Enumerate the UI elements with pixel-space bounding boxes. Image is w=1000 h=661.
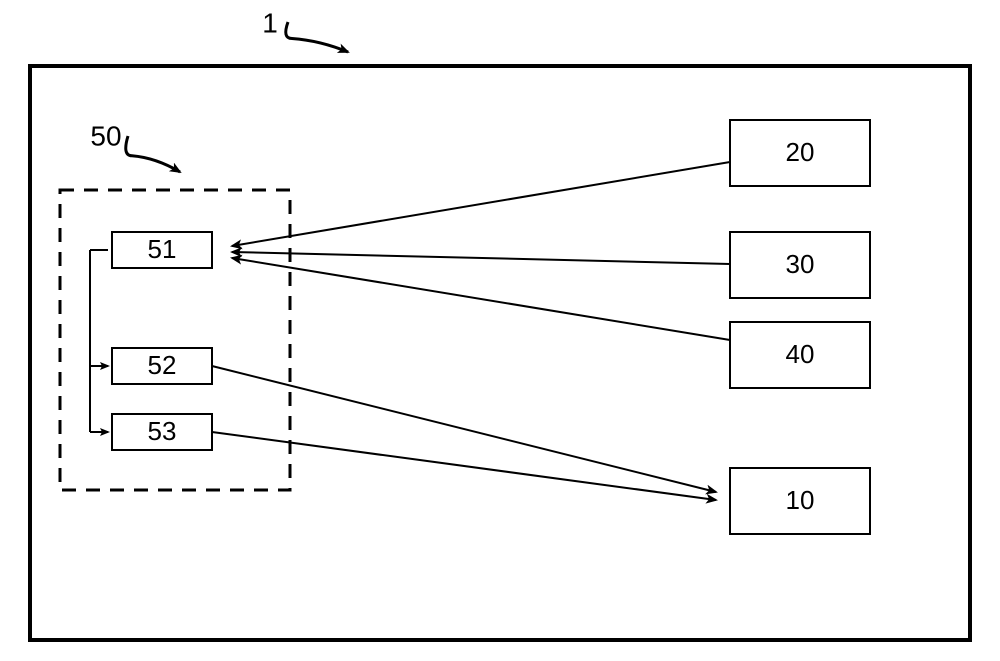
callout-1: 1 (262, 7, 348, 52)
arrow-40-to-51 (232, 258, 730, 340)
node-40: 40 (730, 322, 870, 388)
node-20-label: 20 (786, 137, 815, 167)
callout-50: 50 (90, 120, 180, 172)
callout-50-label: 50 (90, 120, 121, 151)
node-20: 20 (730, 120, 870, 186)
arrow-30-to-51 (232, 252, 730, 264)
node-10-label: 10 (786, 485, 815, 515)
callout-1-label: 1 (262, 7, 278, 38)
node-30-label: 30 (786, 249, 815, 279)
arrow-20-to-51 (232, 162, 730, 246)
node-53-label: 53 (148, 416, 177, 446)
node-30: 30 (730, 232, 870, 298)
node-10: 10 (730, 468, 870, 534)
diagram-canvas: 20 30 40 10 51 52 53 1 50 (0, 0, 1000, 661)
arrow-52-to-10 (212, 366, 716, 492)
node-51: 51 (112, 232, 212, 268)
node-52: 52 (112, 348, 212, 384)
node-52-label: 52 (148, 350, 177, 380)
node-51-label: 51 (148, 234, 177, 264)
node-53: 53 (112, 414, 212, 450)
callout-1-arc (286, 22, 348, 52)
callout-50-arc (126, 136, 180, 172)
node-40-label: 40 (786, 339, 815, 369)
